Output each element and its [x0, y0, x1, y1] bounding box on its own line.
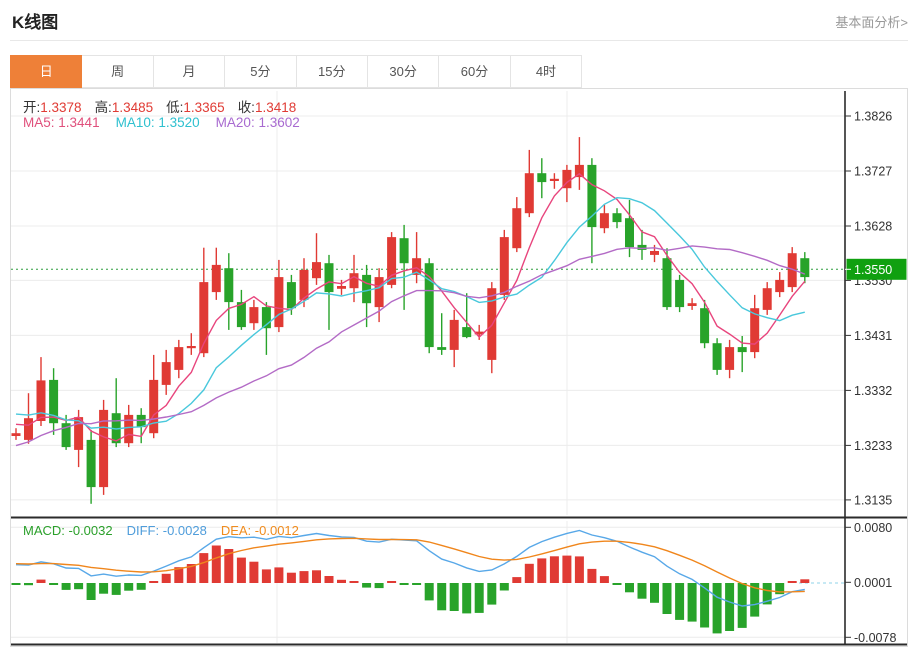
ma5-line: [15, 172, 806, 442]
svg-text:-0.0078: -0.0078: [854, 631, 896, 645]
ma20-readout: MA20: 1.3602: [215, 115, 300, 130]
svg-text:1.3431: 1.3431: [854, 329, 892, 343]
svg-text:0.0001: 0.0001: [854, 576, 892, 590]
tab-period-4[interactable]: 15分: [295, 55, 368, 88]
ma10-readout: MA10: 1.3520: [115, 115, 200, 130]
dea-value-readout: DEA: -0.0012: [220, 523, 299, 538]
macd-histogram: [11, 545, 810, 634]
dea-line: [15, 537, 805, 593]
kline-chart-widget: 开:1.3378 高:1.3485 低:1.3365 收:1.3418 MA5: 1.…: [10, 88, 908, 647]
high-readout: 高:1.3485: [94, 100, 154, 115]
macd-value-readout: MACD: -0.0032: [23, 523, 113, 538]
tab-period-2[interactable]: 月: [152, 55, 226, 88]
current-price-badge: 1.3550: [845, 258, 907, 280]
svg-text:1.3332: 1.3332: [854, 384, 892, 398]
chart-frame: [11, 91, 907, 646]
header-divider: [10, 40, 908, 41]
svg-text:1.3233: 1.3233: [854, 439, 892, 453]
svg-text:0.0080: 0.0080: [854, 521, 892, 535]
tab-period-7[interactable]: 4时: [509, 55, 583, 88]
page-title: K线图: [12, 13, 59, 32]
tab-period-1[interactable]: 周: [81, 55, 154, 88]
diff-value-readout: DIFF: -0.0028: [126, 523, 207, 538]
ma-readout: MA5: 1.3441 MA10: 1.3520 MA20: 1.3602: [23, 115, 316, 130]
svg-text:1.3727: 1.3727: [854, 165, 892, 179]
open-readout: 开:1.3378: [23, 100, 82, 115]
ma20-line: [15, 245, 806, 447]
macd-axis-labels: 0.0080 0.0001 -0.0078: [845, 521, 896, 645]
ohlc-readout: 开:1.3378 高:1.3485 低:1.3365 收:1.3418: [23, 96, 309, 116]
candles-layer: [11, 137, 810, 504]
tab-period-5[interactable]: 30分: [366, 55, 440, 88]
macd-readout: MACD: -0.0032 DIFF: -0.0028 DEA: -0.0012: [23, 523, 313, 538]
svg-text:1.3826: 1.3826: [854, 110, 892, 124]
tab-period-0[interactable]: 日: [10, 55, 83, 88]
svg-text:1.3628: 1.3628: [854, 220, 892, 234]
ma10-line: [15, 196, 805, 430]
period-tabbar: 日周月 5分 15分 30分 60分 4时: [10, 55, 583, 88]
ma5-readout: MA5: 1.3441: [23, 115, 100, 130]
svg-text:1.3135: 1.3135: [854, 493, 892, 507]
tab-period-6[interactable]: 60分: [438, 55, 511, 88]
close-readout: 收:1.3418: [237, 100, 297, 115]
candlestick-macd-chart[interactable]: 1.38261.37271.36281.35301.34311.33321.32…: [11, 89, 907, 646]
price-axis-labels: 1.38261.37271.36281.35301.34311.33321.32…: [845, 110, 892, 507]
svg-text:1.3550: 1.3550: [854, 263, 892, 277]
diff-line: [15, 529, 805, 607]
fundamental-analysis-link[interactable]: 基本面分析>: [835, 15, 908, 30]
tab-period-3[interactable]: 5分: [224, 55, 297, 88]
low-readout: 低:1.3365: [166, 100, 225, 115]
